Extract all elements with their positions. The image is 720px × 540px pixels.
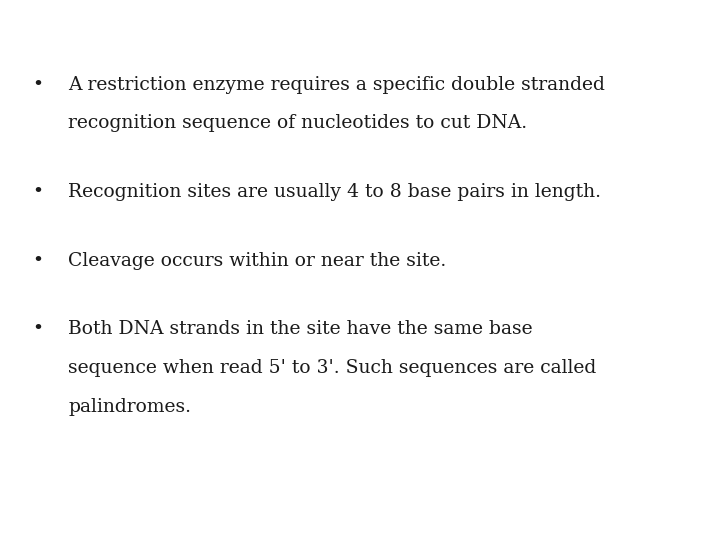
Text: •: • — [32, 252, 43, 269]
Text: A restriction enzyme requires a specific double stranded: A restriction enzyme requires a specific… — [68, 76, 606, 93]
Text: Recognition sites are usually 4 to 8 base pairs in length.: Recognition sites are usually 4 to 8 bas… — [68, 183, 601, 201]
Text: •: • — [32, 320, 43, 338]
Text: •: • — [32, 183, 43, 201]
Text: sequence when read 5' to 3'. Such sequences are called: sequence when read 5' to 3'. Such sequen… — [68, 359, 597, 377]
Text: Both DNA strands in the site have the same base: Both DNA strands in the site have the sa… — [68, 320, 533, 338]
Text: palindromes.: palindromes. — [68, 398, 192, 416]
Text: •: • — [32, 76, 43, 93]
Text: Cleavage occurs within or near the site.: Cleavage occurs within or near the site. — [68, 252, 446, 269]
Text: recognition sequence of nucleotides to cut DNA.: recognition sequence of nucleotides to c… — [68, 114, 528, 132]
